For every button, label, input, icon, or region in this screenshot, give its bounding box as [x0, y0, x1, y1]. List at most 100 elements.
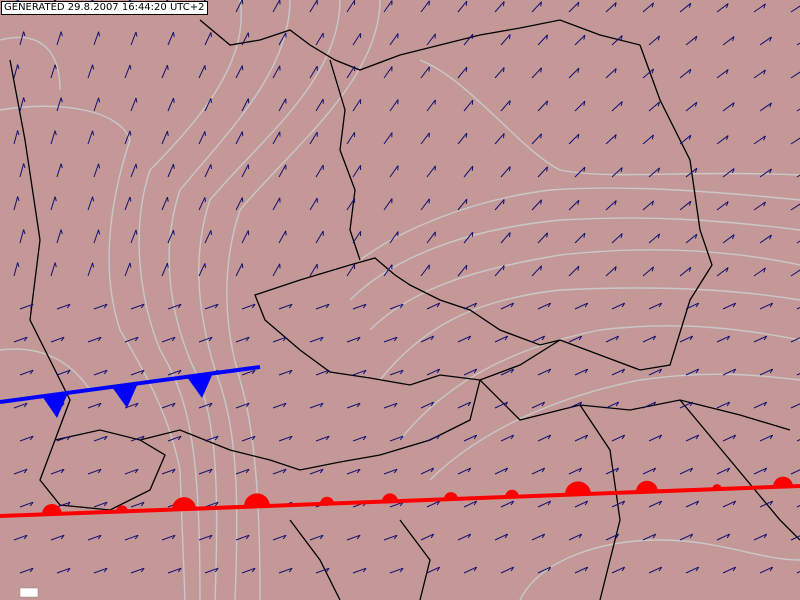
wind-arrow [161, 130, 169, 145]
wind-arrow [420, 132, 430, 145]
isoline [198, 0, 341, 600]
wind-arrow [463, 434, 478, 442]
wind-arrow [679, 401, 694, 409]
wind-arrow [352, 303, 367, 310]
wind-arrow [272, 131, 281, 145]
wind-arrow [642, 335, 657, 343]
isoline [349, 217, 800, 301]
wind-arrow [198, 65, 206, 79]
wind-arrow [716, 69, 729, 79]
wind-arrow [235, 65, 244, 79]
wind-arrow [346, 468, 361, 475]
wind-arrow [568, 1, 580, 13]
front-symbol [320, 496, 334, 504]
wind-arrow [500, 166, 511, 178]
wind-arrow [315, 164, 324, 178]
wind-arrow [383, 468, 398, 475]
wind-arrow [790, 71, 800, 79]
wind-arrow [124, 262, 132, 277]
wind-arrow [574, 566, 589, 574]
wind-arrow [198, 468, 213, 475]
isoline [359, 187, 800, 261]
wind-arrow [611, 368, 626, 376]
wind-arrow [722, 102, 735, 112]
wind-arrow [574, 232, 586, 244]
wind-arrow [537, 500, 552, 508]
wind-arrow [167, 31, 175, 46]
wind-arrow [93, 501, 108, 508]
coastline [199, 19, 641, 71]
wind-arrow [722, 168, 735, 178]
wind-arrow [346, 197, 356, 211]
wind-arrow [315, 230, 324, 244]
wind-arrow [685, 368, 700, 376]
wind-arrow [457, 401, 472, 409]
wind-arrow [426, 302, 441, 310]
wind-arrow [648, 233, 661, 244]
wind-arrow [130, 303, 145, 310]
wind-arrow [130, 163, 138, 178]
wind-arrow [50, 262, 57, 277]
wind-arrow [56, 501, 71, 508]
wind-arrow [241, 303, 256, 310]
wind-arrow [605, 200, 617, 211]
wind-arrow [19, 97, 26, 112]
wind-arrow [315, 32, 324, 46]
wind-arrow [346, 263, 356, 277]
wind-arrow [346, 65, 356, 79]
wind-arrow [500, 434, 515, 442]
wind-arrow [383, 402, 398, 409]
wind-arrow [204, 230, 212, 244]
legend-icon [19, 587, 39, 598]
wind-arrow [198, 402, 213, 409]
wind-arrow [648, 566, 663, 574]
front-symbol [444, 492, 458, 500]
wind-arrow [426, 165, 436, 178]
wind-arrow [352, 230, 362, 244]
wind-arrow [753, 467, 768, 475]
wind-arrow [648, 434, 663, 442]
wind-arrow [93, 31, 101, 46]
wind-arrow [679, 68, 692, 79]
wind-arrow [309, 197, 318, 211]
wind-arrow [568, 533, 583, 541]
wind-arrow [463, 99, 474, 112]
wind-arrow [13, 336, 28, 343]
front-symbol [505, 489, 519, 497]
wind-arrow [759, 36, 772, 46]
wind-arrow [13, 64, 20, 79]
wind-arrow [759, 234, 772, 244]
wind-arrow [204, 303, 219, 310]
wind-arrow [753, 335, 768, 343]
wind-arrow [790, 535, 800, 541]
wind-arrow [648, 500, 663, 508]
wind-arrow [352, 32, 362, 46]
wind-arrow [204, 98, 212, 112]
isoline [399, 325, 800, 441]
cold-front [0, 365, 261, 418]
wind-arrow [130, 97, 138, 112]
wind-arrow [93, 369, 108, 376]
wind-arrow [759, 102, 772, 112]
wind-arrow [796, 174, 800, 178]
wind-arrow [278, 164, 287, 178]
wind-arrow [457, 467, 472, 475]
wind-arrow [537, 166, 549, 178]
wind-arrow [272, 197, 281, 211]
wind-arrow [500, 302, 515, 310]
wind-arrow [241, 567, 256, 574]
wind-arrow [537, 302, 552, 310]
wind-arrow [235, 336, 250, 343]
wind-arrow [790, 403, 800, 409]
wind-arrow [494, 199, 505, 211]
wind-arrow [278, 567, 293, 574]
wind-arrow [56, 435, 71, 442]
wind-arrow [87, 468, 102, 475]
wind-arrow [161, 262, 169, 277]
wind-arrow [494, 533, 509, 541]
wind-arrow [537, 232, 549, 244]
wind-arrow [531, 335, 546, 343]
wind-arrow [50, 64, 57, 79]
wind-arrow [426, 368, 441, 376]
wind-arrow [759, 168, 772, 178]
